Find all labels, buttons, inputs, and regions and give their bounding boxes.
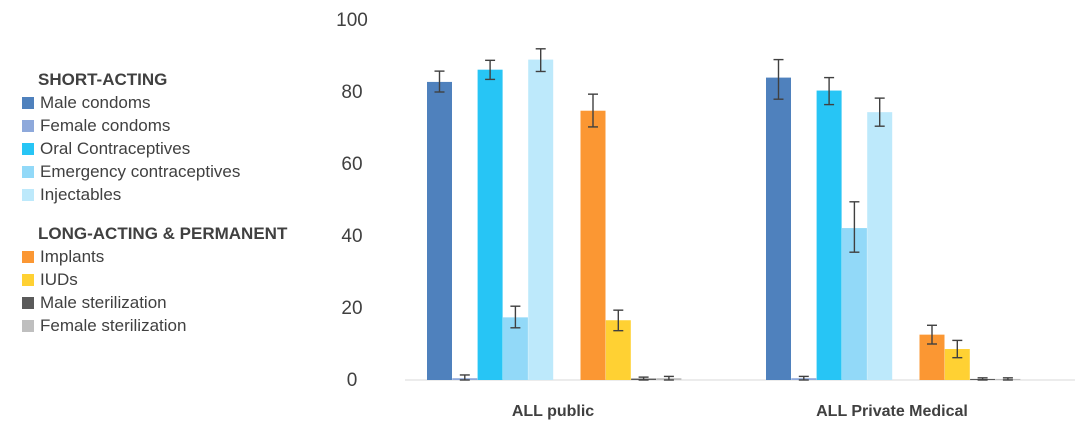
bar-injectables-public xyxy=(528,59,554,380)
bar-injectables-private xyxy=(867,112,893,380)
legend-swatch-iuds xyxy=(22,273,34,286)
legend-label-iuds: IUDs xyxy=(40,269,78,289)
bar-male-condoms-public xyxy=(427,81,452,381)
legend-label-oral-contraceptives: Oral Contraceptives xyxy=(40,138,191,158)
legend-label-female-condoms: Female condoms xyxy=(40,115,171,135)
y-tick-label: 60 xyxy=(341,154,362,175)
error-bar-male-condoms-public xyxy=(434,70,445,93)
y-tick-label: 100 xyxy=(336,10,368,31)
legend-label-implants: Implants xyxy=(40,246,105,266)
error-bar-emergency-contraceptives-public xyxy=(510,305,521,329)
bar-oral-contraceptives-public xyxy=(477,69,503,381)
legend-swatch-female-condoms xyxy=(22,119,34,132)
chart-legend: SHORT-ACTING Male condoms Female condoms… xyxy=(22,68,362,337)
error-bar-injectables-public xyxy=(535,48,546,73)
legend-label-emergency-contraceptives: Emergency contraceptives xyxy=(40,161,241,181)
legend-label-injectables: Injectables xyxy=(40,184,122,204)
legend-item-oral-contraceptives: Oral Contraceptives xyxy=(22,137,362,160)
error-bar-male-condoms-private xyxy=(773,58,784,100)
x-category-label: ALL public xyxy=(512,403,594,420)
legend-swatch-oral-contraceptives xyxy=(22,142,34,155)
legend-group-title-short-acting: SHORT-ACTING xyxy=(38,70,168,89)
y-tick-label: 80 xyxy=(341,82,362,103)
legend-item-injectables: Injectables xyxy=(22,183,362,206)
bar-implants-public xyxy=(580,110,606,380)
error-bar-female-sterilization-private xyxy=(1002,377,1013,381)
legend-swatch-male-sterilization xyxy=(22,296,34,309)
legend-label-male-sterilization: Male sterilization xyxy=(40,292,167,312)
legend-item-emergency-contraceptives: Emergency contraceptives xyxy=(22,160,362,183)
y-tick-label: 20 xyxy=(341,298,362,319)
legend-swatch-male-condoms xyxy=(22,96,34,109)
error-bar-oral-contraceptives-public xyxy=(485,59,496,81)
legend-group-title-long-acting: LONG-ACTING & PERMANENT xyxy=(38,224,288,243)
legend-item-female-condoms: Female condoms xyxy=(22,114,362,137)
bar-male-condoms-private xyxy=(766,77,791,380)
error-bar-emergency-contraceptives-private xyxy=(849,201,860,253)
error-bar-implants-private xyxy=(927,324,937,345)
error-bar-oral-contraceptives-private xyxy=(824,76,835,106)
legend-item-iuds: IUDs xyxy=(22,268,362,291)
y-tick-label: 40 xyxy=(341,226,362,247)
bar-oral-contraceptives-private xyxy=(816,90,842,380)
legend-item-male-sterilization: Male sterilization xyxy=(22,291,362,314)
legend-item-female-sterilization: Female sterilization xyxy=(22,314,362,337)
error-bar-female-condoms-private xyxy=(798,375,809,381)
error-bar-implants-public xyxy=(588,93,598,128)
error-bar-iuds-public xyxy=(613,309,624,332)
bar-emergency-contraceptives-private xyxy=(841,228,867,380)
error-bar-female-sterilization-public xyxy=(663,375,674,381)
legend-item-male-condoms: Male condoms xyxy=(22,91,362,114)
legend-swatch-implants xyxy=(22,250,34,263)
error-bar-male-sterilization-public xyxy=(638,376,649,381)
legend-label-male-condoms: Male condoms xyxy=(40,92,151,112)
y-tick-label: 0 xyxy=(347,370,358,391)
legend-swatch-female-sterilization xyxy=(22,319,34,332)
error-bar-male-sterilization-private xyxy=(977,377,988,381)
legend-swatch-emergency-contraceptives xyxy=(22,165,34,178)
error-bar-female-condoms-public xyxy=(459,374,470,381)
legend-swatch-injectables xyxy=(22,188,34,201)
x-category-label: ALL Private Medical xyxy=(816,403,968,420)
legend-item-implants: Implants xyxy=(22,245,362,268)
legend-label-female-sterilization: Female sterilization xyxy=(40,315,187,335)
error-bar-injectables-private xyxy=(874,97,885,127)
error-bar-iuds-private xyxy=(952,339,963,359)
